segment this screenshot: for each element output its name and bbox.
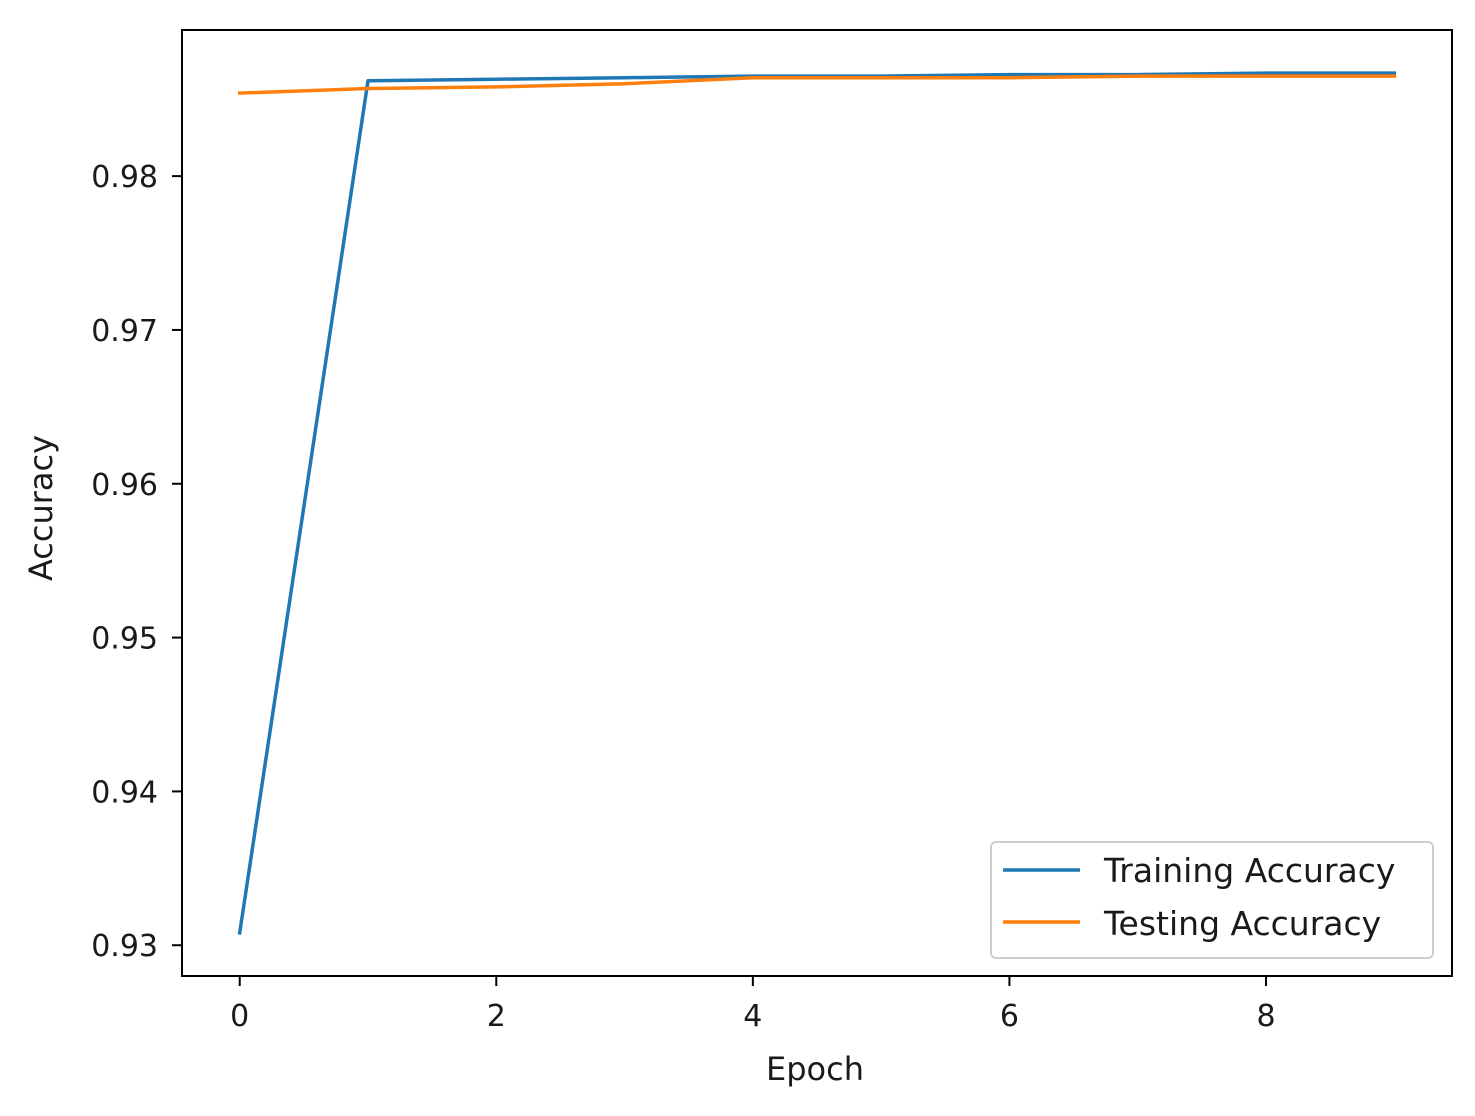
x-tick-label: 4 xyxy=(743,999,762,1034)
legend: Training Accuracy Testing Accuracy xyxy=(990,841,1434,959)
plot-background xyxy=(182,30,1452,976)
x-axis-label: Epoch xyxy=(766,1050,864,1088)
y-tick-label: 0.94 xyxy=(91,775,158,810)
x-axis-ticks: 0 2 4 6 8 xyxy=(230,976,1276,1034)
legend-box xyxy=(990,841,1434,959)
x-tick-label: 8 xyxy=(1256,999,1275,1034)
x-tick-label: 2 xyxy=(487,999,506,1034)
y-tick-label: 0.95 xyxy=(91,622,158,657)
y-axis-ticks: 0.93 0.94 0.95 0.96 0.97 0.98 xyxy=(91,160,182,964)
legend-label-training: Training Accuracy xyxy=(1103,851,1395,890)
x-tick-label: 6 xyxy=(1000,999,1019,1034)
series-lines xyxy=(237,71,1397,935)
plot-frame xyxy=(181,29,1453,977)
legend-label-testing: Testing Accuracy xyxy=(1103,904,1381,943)
y-tick-label: 0.96 xyxy=(91,468,158,503)
y-tick-label: 0.97 xyxy=(91,314,158,349)
series-line-1 xyxy=(237,74,1397,95)
y-axis-label: Accuracy xyxy=(22,435,60,581)
y-tick-label: 0.93 xyxy=(91,929,158,964)
x-tick-label: 0 xyxy=(230,999,249,1034)
y-tick-label: 0.98 xyxy=(91,160,158,195)
